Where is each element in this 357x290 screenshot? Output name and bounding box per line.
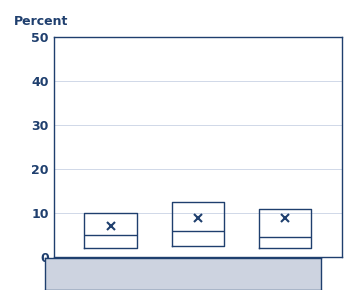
Text: Percent: Percent — [13, 15, 68, 28]
